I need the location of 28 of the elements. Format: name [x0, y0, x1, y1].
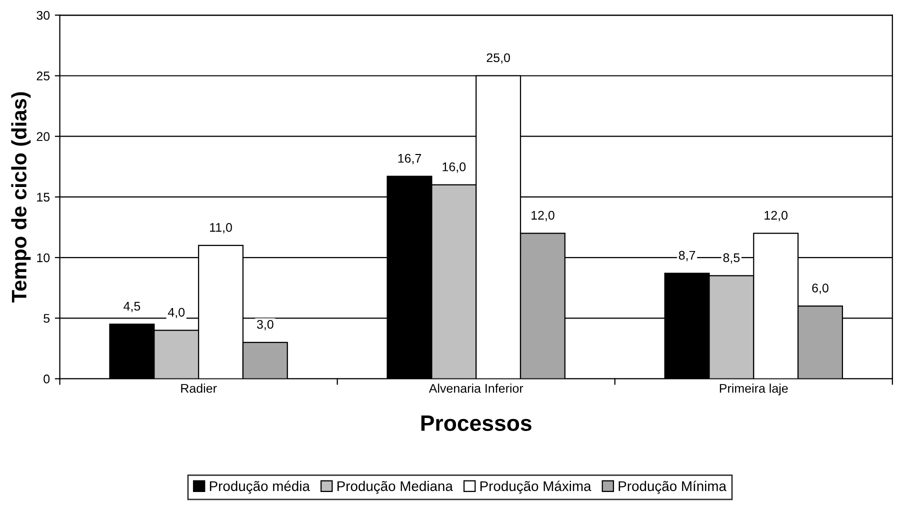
legend-label: Produção Máxima: [480, 480, 592, 494]
data-label: 4,0: [168, 308, 185, 318]
data-label: 8,7: [678, 250, 696, 262]
data-label: 12,0: [532, 210, 554, 222]
y-tick-label: 10: [37, 253, 50, 262]
x-tick-label: Primeira laje: [720, 384, 788, 396]
data-label: 8,5: [723, 253, 740, 264]
y-tick-label: 25: [36, 72, 50, 80]
y-tick-label: 5: [44, 314, 50, 323]
data-label: 6,0: [812, 284, 828, 294]
legend-label: Produção Mediana: [337, 480, 453, 494]
x-axis-title: Processos: [421, 416, 532, 432]
data-label: 16,0: [442, 162, 466, 173]
x-tick-label: Radier: [181, 384, 217, 393]
y-tick-label: 20: [36, 132, 50, 141]
data-label: 16,7: [398, 154, 422, 164]
data-label: 3,0: [256, 320, 274, 330]
data-label: 25,0: [486, 53, 510, 64]
y-tick-label: 15: [37, 192, 50, 202]
data-label: 11,0: [210, 222, 232, 234]
x-tick-label: Alvenaria Inferior: [428, 384, 524, 393]
y-tick-label: 0: [44, 374, 50, 384]
y-axis-title: Tempo de ciclo (dias): [11, 92, 31, 302]
data-label: 12,0: [764, 210, 788, 222]
data-label: 4,5: [124, 302, 140, 312]
y-tick-label: 30: [36, 10, 50, 20]
legend-label: Produção Mínima: [618, 480, 726, 494]
legend-label: Produção média: [210, 480, 310, 494]
